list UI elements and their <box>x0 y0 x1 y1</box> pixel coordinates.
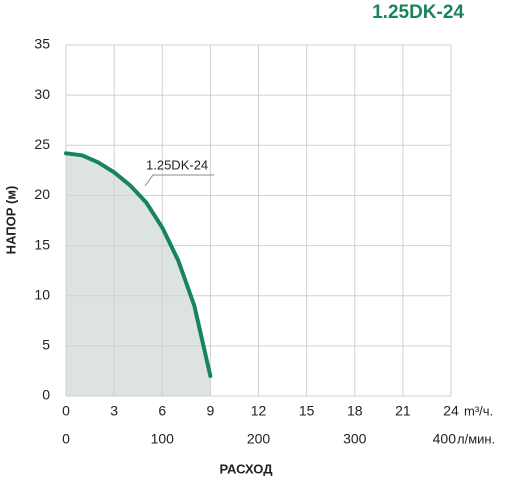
x2-unit: л/мин. <box>457 431 495 446</box>
x2-tick-label: 200 <box>247 431 271 447</box>
plot-area: 0 5 10 15 20 25 30 35 0 3 6 9 12 15 18 21 24 0 100 200 300 40… <box>34 36 459 447</box>
series-leader <box>144 174 214 187</box>
y-tick-label: 0 <box>42 387 50 403</box>
x-unit: m³/ч. <box>464 403 493 418</box>
x-tick-label: 12 <box>251 403 267 419</box>
y-tick-label: 20 <box>34 186 50 202</box>
chart-title: 1.25DK-24 <box>372 2 464 23</box>
x-axis-label: РАСХОД <box>219 461 273 476</box>
x2-tick-label: 400 <box>433 431 457 447</box>
y-axis-label: НАПОР (м) <box>3 186 18 255</box>
y-tick-label: 5 <box>42 337 50 353</box>
x-tick-label: 3 <box>110 403 118 419</box>
x-tick-label: 6 <box>158 403 166 419</box>
x-tick-label: 0 <box>62 403 70 419</box>
area <box>66 153 211 396</box>
y-tick-label: 15 <box>34 236 50 252</box>
x-tick-label: 21 <box>395 403 411 419</box>
y-tick-label: 35 <box>34 36 50 52</box>
x2-tick-label: 100 <box>151 431 175 447</box>
y-tick-label: 10 <box>34 286 50 302</box>
line <box>64 151 213 378</box>
y-tick-label: 25 <box>34 136 50 152</box>
x-tick-label: 24 <box>443 403 459 419</box>
x2-tick-label: 0 <box>62 431 70 447</box>
x2-tick-label: 300 <box>343 431 367 447</box>
series-label: 1.25DK-24 <box>146 157 208 172</box>
y-tick-label: 30 <box>34 86 50 102</box>
x-tick-label: 18 <box>347 403 363 419</box>
x-tick-label: 9 <box>206 403 214 419</box>
x-tick-label: 15 <box>299 403 315 419</box>
